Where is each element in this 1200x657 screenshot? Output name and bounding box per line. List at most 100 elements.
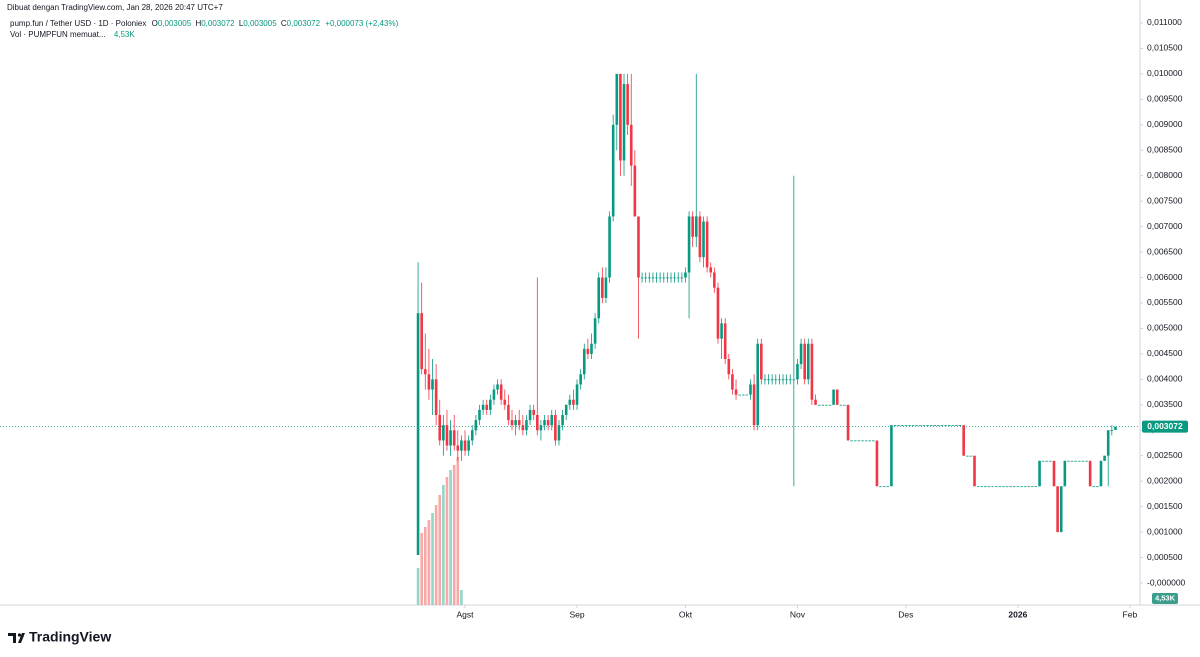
- volume-box: [1152, 593, 1178, 604]
- candle-body: [478, 409, 481, 421]
- ohlc-key: H: [195, 19, 201, 28]
- ohlc-key: C: [281, 19, 287, 28]
- candle-body: [825, 404, 828, 406]
- candle-body: [637, 216, 640, 278]
- candle-body: [1085, 460, 1088, 462]
- candle-body: [940, 425, 944, 426]
- candle-body: [1099, 460, 1103, 487]
- candle-body: [554, 414, 557, 441]
- candle-body: [770, 379, 774, 381]
- candle-body: [969, 455, 973, 457]
- candle-body: [550, 414, 554, 426]
- candle-body: [915, 425, 918, 426]
- candle-body: [861, 440, 864, 442]
- volume-bar: [423, 527, 427, 605]
- candle-body: [1002, 486, 1005, 488]
- candle-body: [698, 216, 702, 258]
- y-tick-label: 0,001000: [1147, 526, 1183, 536]
- candle-body: [713, 272, 716, 288]
- candle-body: [788, 379, 792, 381]
- candle-body: [1045, 460, 1049, 462]
- volume-bar: [456, 457, 460, 605]
- candle-body: [904, 425, 908, 426]
- candle-body: [1009, 486, 1012, 488]
- candle-body: [702, 221, 705, 258]
- candle-body: [926, 425, 929, 426]
- candle-body: [1041, 460, 1045, 462]
- volume-bar: [420, 533, 423, 605]
- candle-body: [626, 84, 629, 125]
- candle-body: [546, 420, 550, 426]
- candle-body: [929, 425, 933, 426]
- candle-body: [611, 124, 615, 217]
- candle-body: [691, 216, 694, 237]
- candle-body: [561, 414, 564, 426]
- candle-body: [994, 486, 998, 488]
- candle-body: [1031, 486, 1034, 488]
- y-tick-label: 0,011000: [1147, 17, 1182, 27]
- candle-body: [1020, 486, 1023, 488]
- candle-body: [434, 379, 438, 415]
- volume-bar: [416, 568, 420, 605]
- candle-body: [572, 399, 575, 405]
- candle-body: [1005, 486, 1009, 488]
- candle-body: [593, 318, 597, 344]
- candle-body: [879, 486, 882, 488]
- candle-body: [1103, 455, 1106, 461]
- candle-body: [1114, 426, 1117, 431]
- x-tick-label: Okt: [679, 609, 693, 619]
- ohlc-key: O: [152, 19, 158, 28]
- last-price-label: 0,003072: [1147, 421, 1183, 431]
- candle-body: [828, 404, 832, 406]
- candle-body: [951, 425, 955, 426]
- candle-body: [984, 486, 987, 488]
- candle-body: [543, 420, 546, 426]
- candle-body: [442, 425, 445, 441]
- volume-bar: [449, 470, 452, 605]
- candle-body: [586, 348, 590, 354]
- candle-body: [427, 374, 431, 390]
- candle-body: [640, 277, 644, 279]
- candle-body: [799, 343, 803, 365]
- candle-body: [463, 440, 467, 451]
- candle-body: [976, 486, 980, 488]
- candle-body: [449, 430, 452, 446]
- candle-body: [937, 425, 940, 426]
- candle-body: [890, 425, 893, 487]
- candle-body: [853, 440, 857, 442]
- volume-bar: [442, 485, 445, 605]
- candle-body: [629, 124, 633, 166]
- candle-body: [510, 420, 514, 426]
- candle-body: [955, 425, 958, 426]
- ohlc-key: L: [239, 19, 244, 28]
- candle-body: [980, 486, 984, 488]
- candle-body: [1070, 460, 1074, 462]
- candle-body: [875, 440, 879, 487]
- candle-body: [900, 425, 904, 426]
- candle-body: [868, 440, 872, 442]
- candle-body: [666, 277, 669, 279]
- candle-body: [958, 425, 962, 426]
- symbol: pump.fun / Tether USD · 1D · Poloniex: [10, 19, 146, 28]
- candle-body: [1081, 460, 1085, 462]
- candle-body: [662, 277, 666, 279]
- y-tick-label: -0,000000: [1147, 577, 1186, 587]
- candle-body: [467, 440, 470, 451]
- candle-body: [1067, 460, 1070, 462]
- candle-body: [604, 277, 608, 298]
- y-tick-label: 0,010500: [1147, 43, 1183, 53]
- candle-body: [687, 216, 691, 273]
- candle-body: [445, 425, 449, 446]
- candle-body: [673, 277, 676, 279]
- candle-body: [760, 343, 763, 380]
- candle-body: [438, 414, 442, 441]
- candle-body: [1012, 486, 1016, 488]
- candle-body: [557, 425, 561, 441]
- candle-body: [431, 379, 434, 390]
- candle-body: [709, 267, 713, 273]
- credit: Dibuat dengan TradingView.com, Jan 28, 2…: [7, 3, 223, 12]
- candle-body: [1016, 486, 1020, 488]
- candle-body: [517, 420, 521, 426]
- candle-body: [1052, 460, 1056, 487]
- candle-body: [1106, 430, 1110, 456]
